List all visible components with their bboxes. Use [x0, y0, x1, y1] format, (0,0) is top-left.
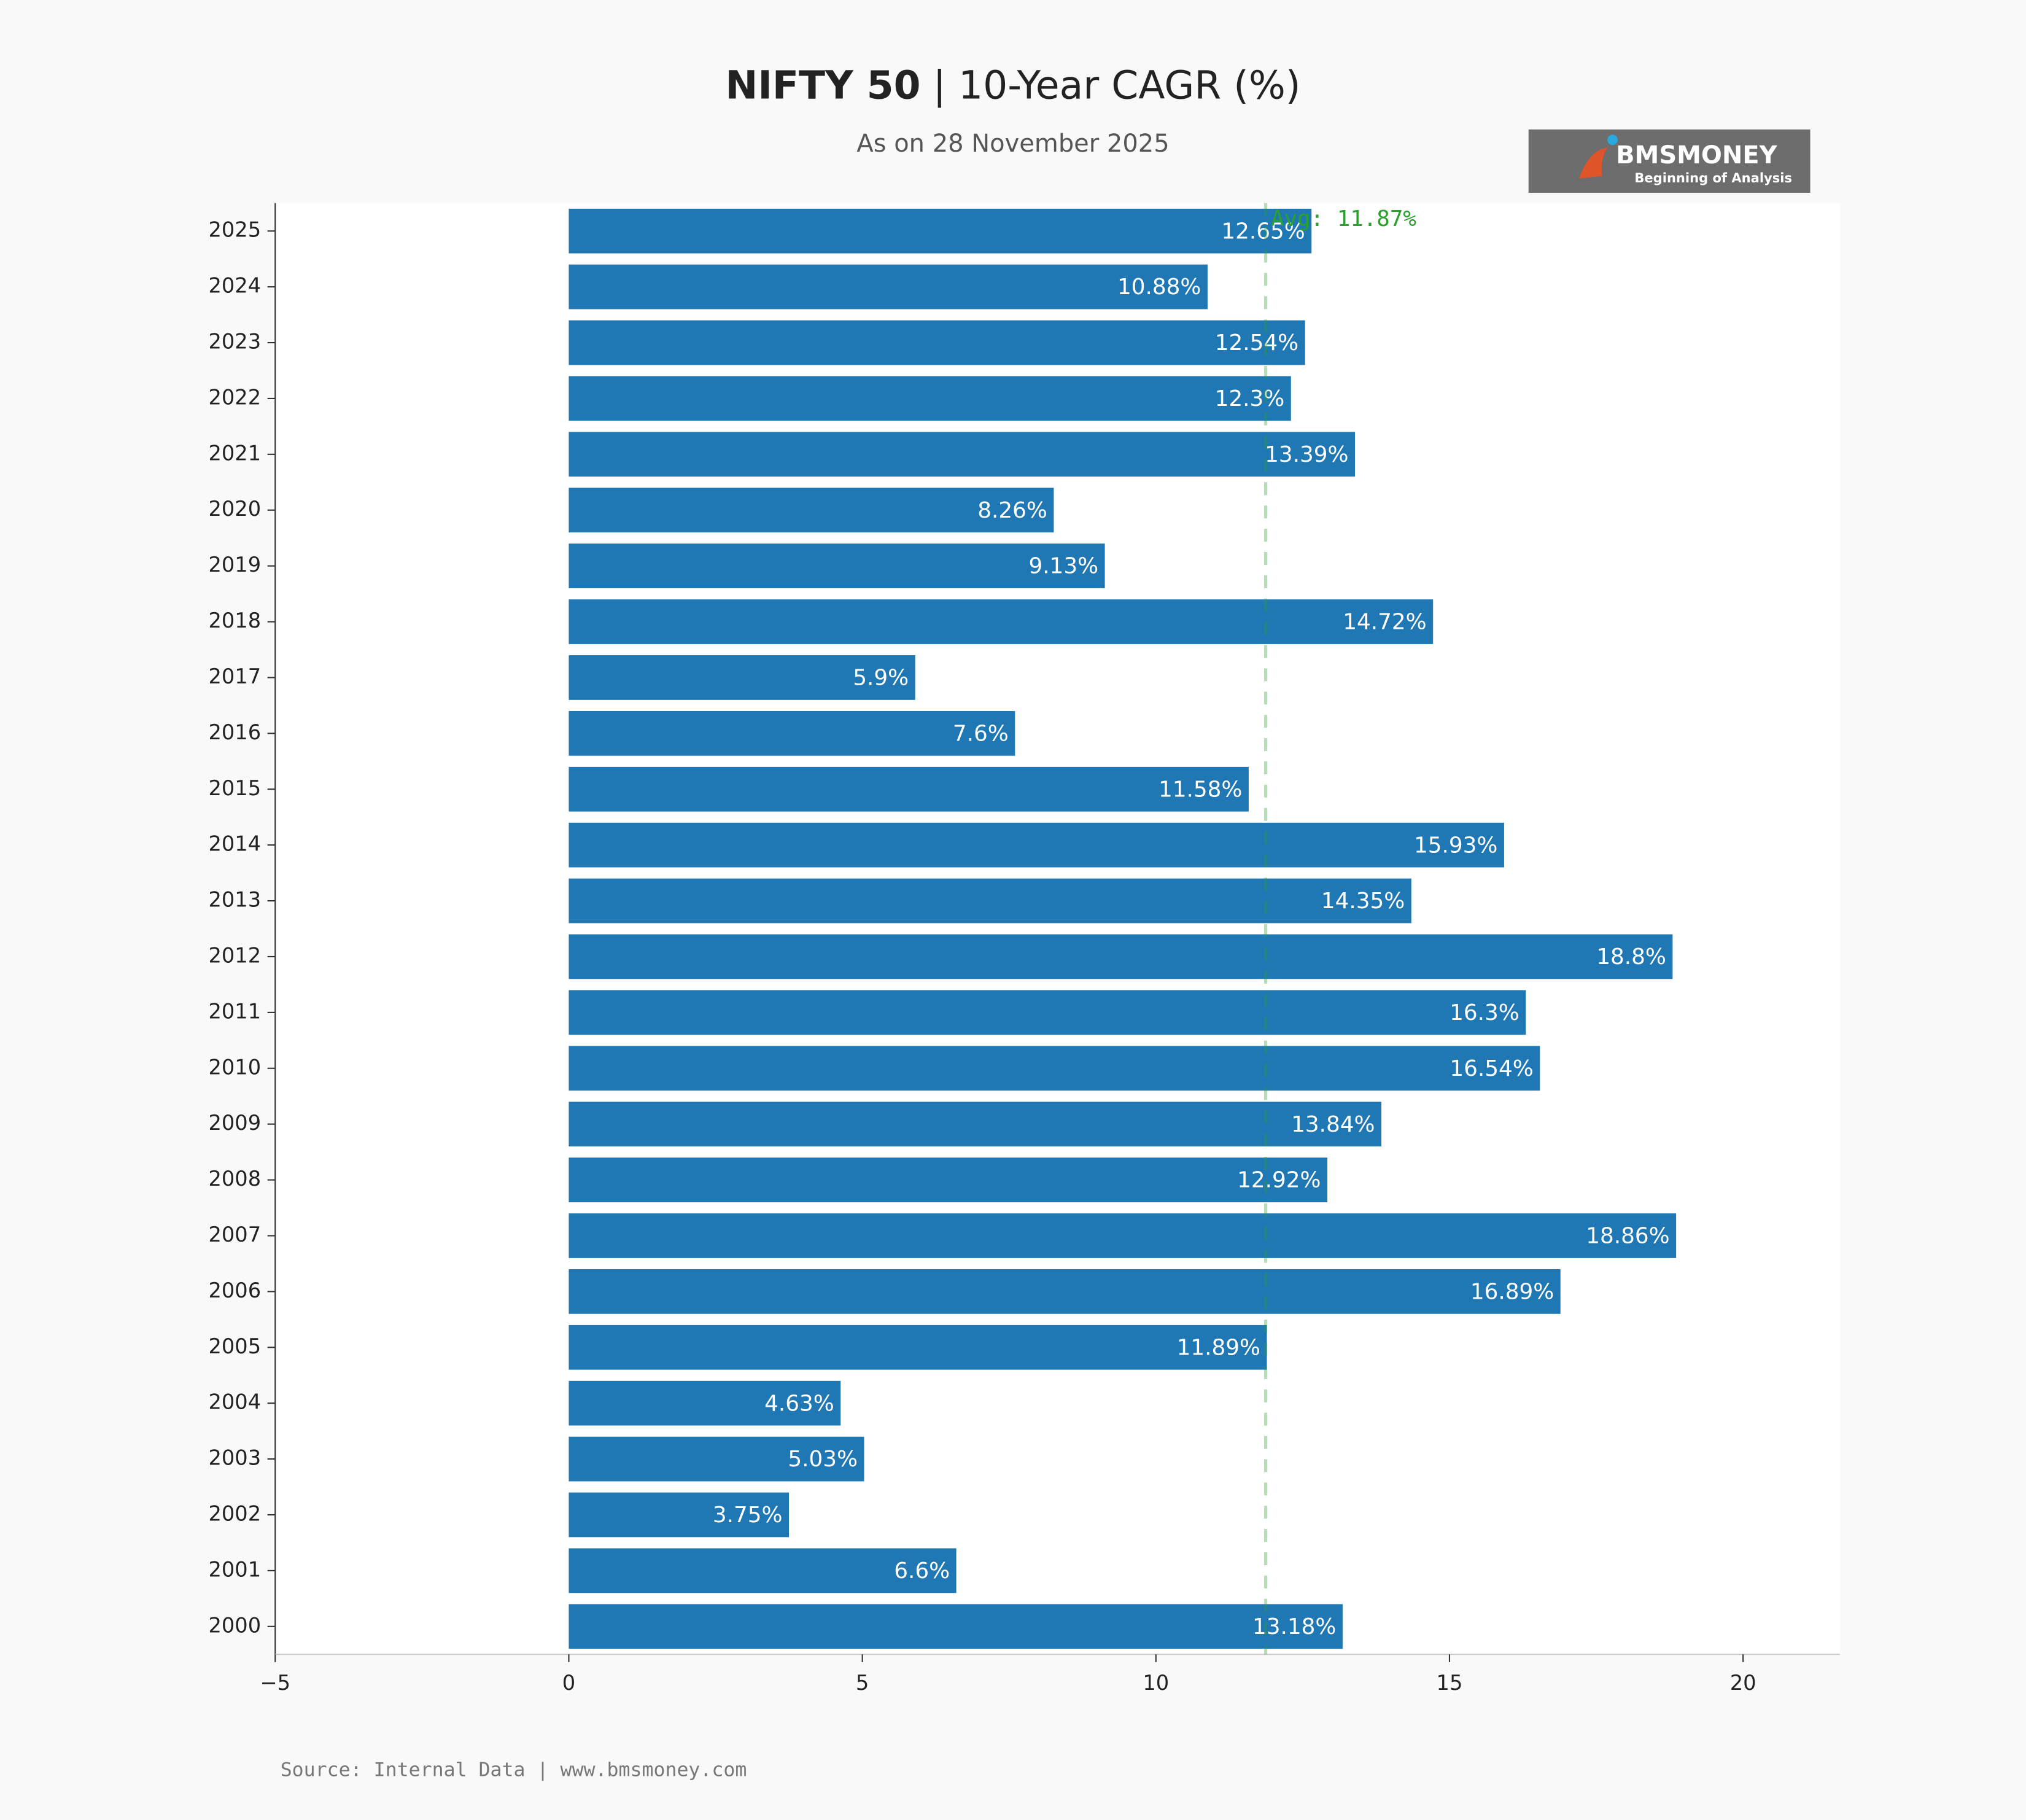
chart-title: NIFTY 50 | 10-Year CAGR (%) [725, 63, 1300, 109]
value-label: 8.26% [977, 498, 1047, 523]
bar [569, 1604, 1343, 1649]
plot-area [275, 203, 1840, 1655]
y-tick-label: 2020 [208, 497, 261, 521]
y-tick-label: 2021 [208, 441, 261, 465]
value-label: 18.8% [1596, 944, 1666, 970]
bar [569, 543, 1105, 589]
value-label: 5.9% [853, 666, 909, 691]
bar [569, 376, 1291, 421]
bar [569, 878, 1411, 924]
y-tick-label: 2002 [208, 1501, 261, 1525]
value-label: 14.35% [1321, 889, 1405, 914]
bar [569, 1492, 790, 1538]
logo-name: BMSMONEY [1616, 141, 1778, 169]
y-tick-label: 2015 [208, 776, 261, 800]
value-label: 15.93% [1414, 833, 1497, 858]
value-label: 4.63% [764, 1391, 834, 1416]
value-label: 7.6% [953, 721, 1009, 746]
bar [569, 1324, 1267, 1370]
x-tick-label: 0 [562, 1671, 575, 1695]
logo-tagline: Beginning of Analysis [1634, 170, 1792, 185]
bar [569, 599, 1434, 644]
bar [569, 934, 1673, 979]
bar [569, 264, 1208, 309]
x-tick-label: 20 [1730, 1671, 1756, 1695]
value-label: 12.92% [1237, 1168, 1321, 1193]
y-tick-label: 2001 [208, 1557, 261, 1581]
value-label: 6.6% [894, 1558, 950, 1584]
y-tick-label: 2019 [208, 553, 261, 577]
value-label: 13.18% [1252, 1614, 1336, 1639]
y-tick-label: 2025 [208, 218, 261, 242]
y-tick-label: 2005 [208, 1334, 261, 1358]
x-tick-label: 15 [1437, 1671, 1463, 1695]
bar [569, 1380, 841, 1426]
logo-box [1528, 129, 1811, 193]
value-label: 18.86% [1586, 1224, 1669, 1249]
value-label: 9.13% [1028, 554, 1098, 579]
source-note: Source: Internal Data | www.bmsmoney.com [281, 1759, 747, 1781]
title-bold: NIFTY 50 [725, 63, 920, 108]
y-tick-label: 2014 [208, 832, 261, 856]
x-tick-label: −5 [260, 1671, 290, 1695]
bar [569, 822, 1504, 868]
y-tick-label: 2012 [208, 943, 261, 967]
y-tick-label: 2018 [208, 609, 261, 632]
value-label: 13.39% [1265, 442, 1348, 467]
y-tick-label: 2022 [208, 385, 261, 409]
bar [569, 488, 1054, 533]
value-label: 5.03% [788, 1447, 858, 1472]
x-tick-label: 10 [1143, 1671, 1169, 1695]
bar [569, 320, 1305, 365]
y-tick-label: 2004 [208, 1390, 261, 1414]
logo-dot [1607, 134, 1618, 146]
value-label: 11.58% [1159, 777, 1242, 802]
bar [569, 1157, 1328, 1202]
bar [569, 655, 915, 700]
value-label: 12.3% [1215, 386, 1285, 411]
bar [569, 990, 1526, 1035]
y-tick-label: 2000 [208, 1613, 261, 1637]
value-label: 11.89% [1177, 1335, 1260, 1360]
y-tick-label: 2024 [208, 274, 261, 298]
y-tick-label: 2008 [208, 1167, 261, 1191]
value-label: 12.54% [1215, 330, 1298, 356]
average-label: Avg: 11.87% [1271, 206, 1416, 231]
value-label: 13.84% [1291, 1112, 1375, 1137]
bar [569, 1046, 1540, 1091]
value-label: 14.72% [1343, 610, 1426, 635]
bar [569, 710, 1015, 756]
bar [569, 1102, 1382, 1147]
value-label: 10.88% [1117, 274, 1201, 300]
bar [569, 1213, 1677, 1258]
title-rest: | 10-Year CAGR (%) [933, 63, 1301, 109]
x-tick-label: 5 [856, 1671, 869, 1695]
y-tick-label: 2023 [208, 330, 261, 354]
value-label: 16.89% [1470, 1279, 1554, 1304]
bar [569, 432, 1355, 477]
bar [569, 1269, 1561, 1314]
y-tick-label: 2009 [208, 1111, 261, 1135]
y-tick-label: 2007 [208, 1223, 261, 1246]
y-tick-label: 2016 [208, 720, 261, 744]
value-label: 3.75% [713, 1503, 783, 1528]
bar [569, 1548, 957, 1593]
y-tick-label: 2003 [208, 1446, 261, 1470]
value-label: 16.3% [1450, 1000, 1520, 1025]
y-tick-label: 2006 [208, 1278, 261, 1302]
value-label: 12.65% [1221, 219, 1305, 244]
y-tick-label: 2011 [208, 999, 261, 1023]
logo-icon [1578, 147, 1608, 179]
value-label: 16.54% [1450, 1056, 1533, 1081]
bar [569, 1436, 864, 1482]
chart-subtitle: As on 28 November 2025 [856, 130, 1169, 158]
y-tick-label: 2013 [208, 888, 261, 912]
y-tick-label: 2017 [208, 664, 261, 688]
bar [569, 766, 1249, 812]
y-tick-label: 2010 [208, 1055, 261, 1079]
bar [569, 208, 1312, 254]
